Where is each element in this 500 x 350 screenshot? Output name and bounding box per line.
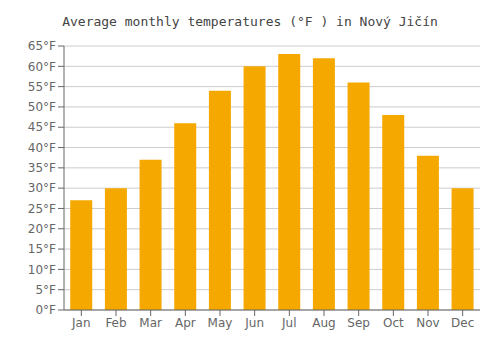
svg-text:0°F: 0°F [35, 303, 56, 317]
html-text:Average monthly temperatures (: Average monthly temperatures (°F ) in No… [62, 14, 438, 29]
svg-text:55°F: 55°F [28, 80, 56, 94]
svg-text:20°F: 20°F [28, 222, 56, 236]
svg-text:30°F: 30°F [28, 181, 56, 195]
svg-text:65°F: 65°F [28, 39, 56, 53]
svg-text:5°F: 5°F [35, 283, 56, 297]
svg-text:45°F: 45°F [28, 120, 56, 134]
svg-text:Mar: Mar [139, 316, 162, 330]
svg-text:Apr: Apr [175, 316, 196, 330]
svg-text:Jun: Jun [244, 316, 264, 330]
svg-text:Feb: Feb [105, 316, 126, 330]
svg-text:40°F: 40°F [28, 141, 56, 155]
svg-text:Jul: Jul [281, 316, 296, 330]
svg-text:10°F: 10°F [28, 263, 56, 277]
svg-text:Nov: Nov [416, 316, 439, 330]
svg-text:Dec: Dec [451, 316, 474, 330]
svg-text:Aug: Aug [312, 316, 335, 330]
svg-text:50°F: 50°F [28, 100, 56, 114]
svg-text:35°F: 35°F [28, 161, 56, 175]
svg-text:Jan: Jan [71, 316, 91, 330]
svg-text:Sep: Sep [347, 316, 370, 330]
svg-text:May: May [208, 316, 233, 330]
svg-text:15°F: 15°F [28, 242, 56, 256]
svg-text:25°F: 25°F [28, 202, 56, 216]
svg-text:Oct: Oct [383, 316, 404, 330]
svg-text:60°F: 60°F [28, 60, 56, 74]
